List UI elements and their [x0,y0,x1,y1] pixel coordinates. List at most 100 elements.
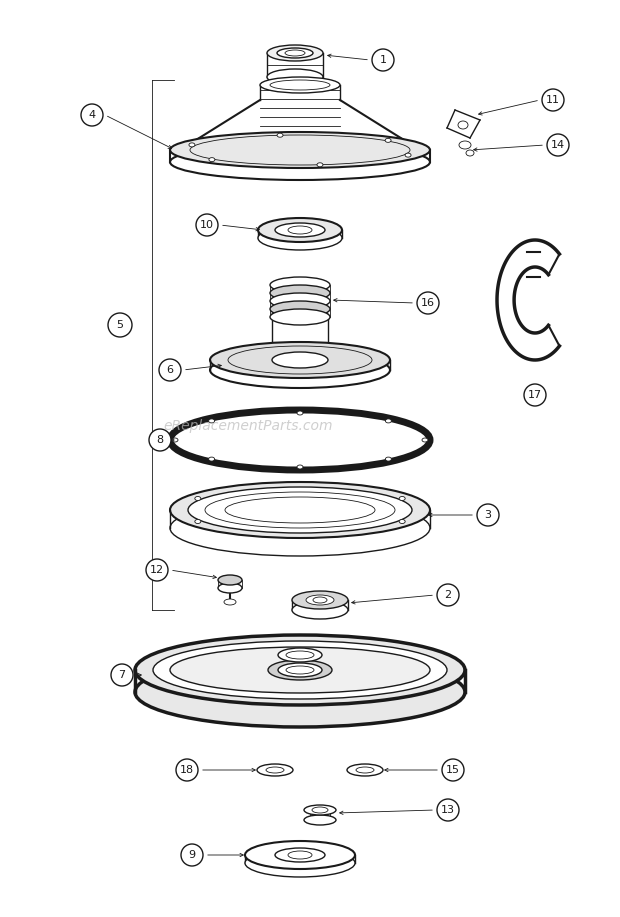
Ellipse shape [266,767,284,773]
Ellipse shape [285,50,305,56]
Ellipse shape [347,764,383,776]
Text: 18: 18 [180,765,194,775]
Ellipse shape [399,520,405,524]
Ellipse shape [245,849,355,877]
Text: 15: 15 [446,765,460,775]
Circle shape [181,844,203,866]
Ellipse shape [286,666,314,674]
Ellipse shape [209,158,215,161]
Ellipse shape [458,121,468,129]
Ellipse shape [399,496,405,501]
Ellipse shape [135,657,465,727]
Ellipse shape [189,143,195,147]
Circle shape [81,104,103,126]
Text: 17: 17 [528,390,542,400]
Circle shape [437,584,459,606]
Circle shape [477,504,499,526]
Ellipse shape [288,226,312,234]
Text: 8: 8 [156,435,164,445]
Circle shape [417,292,439,314]
Ellipse shape [280,310,320,320]
Ellipse shape [286,651,314,659]
Ellipse shape [170,647,430,693]
Ellipse shape [459,141,471,149]
Circle shape [159,359,181,381]
Ellipse shape [205,492,395,528]
Circle shape [524,384,546,406]
Ellipse shape [208,419,215,423]
Ellipse shape [258,226,342,250]
Ellipse shape [313,597,327,603]
Circle shape [542,89,564,111]
Ellipse shape [317,163,323,167]
Text: eReplacementParts.com: eReplacementParts.com [163,419,333,434]
Text: 9: 9 [188,850,195,860]
Ellipse shape [270,285,330,301]
Ellipse shape [267,45,323,61]
Ellipse shape [356,767,374,773]
Ellipse shape [306,595,334,605]
Ellipse shape [270,277,330,293]
Ellipse shape [405,153,411,157]
Ellipse shape [267,69,323,85]
Ellipse shape [270,80,330,90]
Ellipse shape [422,438,428,442]
Text: 14: 14 [551,140,565,150]
Text: 1: 1 [379,55,386,65]
Ellipse shape [275,848,325,862]
Circle shape [547,134,569,156]
Text: 3: 3 [484,510,492,520]
Ellipse shape [272,352,328,368]
Circle shape [108,313,132,337]
Ellipse shape [218,575,242,585]
Ellipse shape [218,583,242,593]
Ellipse shape [312,807,328,813]
Ellipse shape [278,648,322,662]
Ellipse shape [195,520,201,524]
Circle shape [146,559,168,581]
Ellipse shape [297,411,303,415]
Ellipse shape [277,48,313,58]
Circle shape [442,759,464,781]
Ellipse shape [292,591,348,609]
Ellipse shape [270,301,330,317]
Ellipse shape [224,599,236,605]
Ellipse shape [153,641,447,699]
Ellipse shape [170,132,430,168]
Text: 4: 4 [89,110,95,120]
Ellipse shape [297,465,303,469]
Text: 10: 10 [200,220,214,230]
Text: 12: 12 [150,565,164,575]
Ellipse shape [195,496,201,501]
Ellipse shape [288,851,312,859]
Ellipse shape [172,438,178,442]
Text: 16: 16 [421,298,435,308]
Circle shape [176,759,198,781]
Ellipse shape [188,487,412,533]
Ellipse shape [386,457,391,461]
Text: 13: 13 [441,805,455,815]
Ellipse shape [466,150,474,156]
Ellipse shape [386,419,391,423]
Text: 7: 7 [118,670,126,680]
Ellipse shape [135,635,465,705]
Ellipse shape [292,601,348,619]
Ellipse shape [170,144,430,180]
Ellipse shape [270,309,330,325]
Ellipse shape [385,138,391,142]
Ellipse shape [275,223,325,237]
Ellipse shape [260,77,340,93]
Ellipse shape [257,764,293,776]
Ellipse shape [245,841,355,869]
Text: 6: 6 [167,365,174,375]
Ellipse shape [268,660,332,680]
Text: 5: 5 [117,320,123,330]
Ellipse shape [170,482,430,538]
Ellipse shape [170,500,430,556]
Ellipse shape [270,293,330,309]
Ellipse shape [210,352,390,388]
Ellipse shape [208,457,215,461]
Ellipse shape [277,133,283,138]
Circle shape [372,49,394,71]
Circle shape [149,429,171,451]
